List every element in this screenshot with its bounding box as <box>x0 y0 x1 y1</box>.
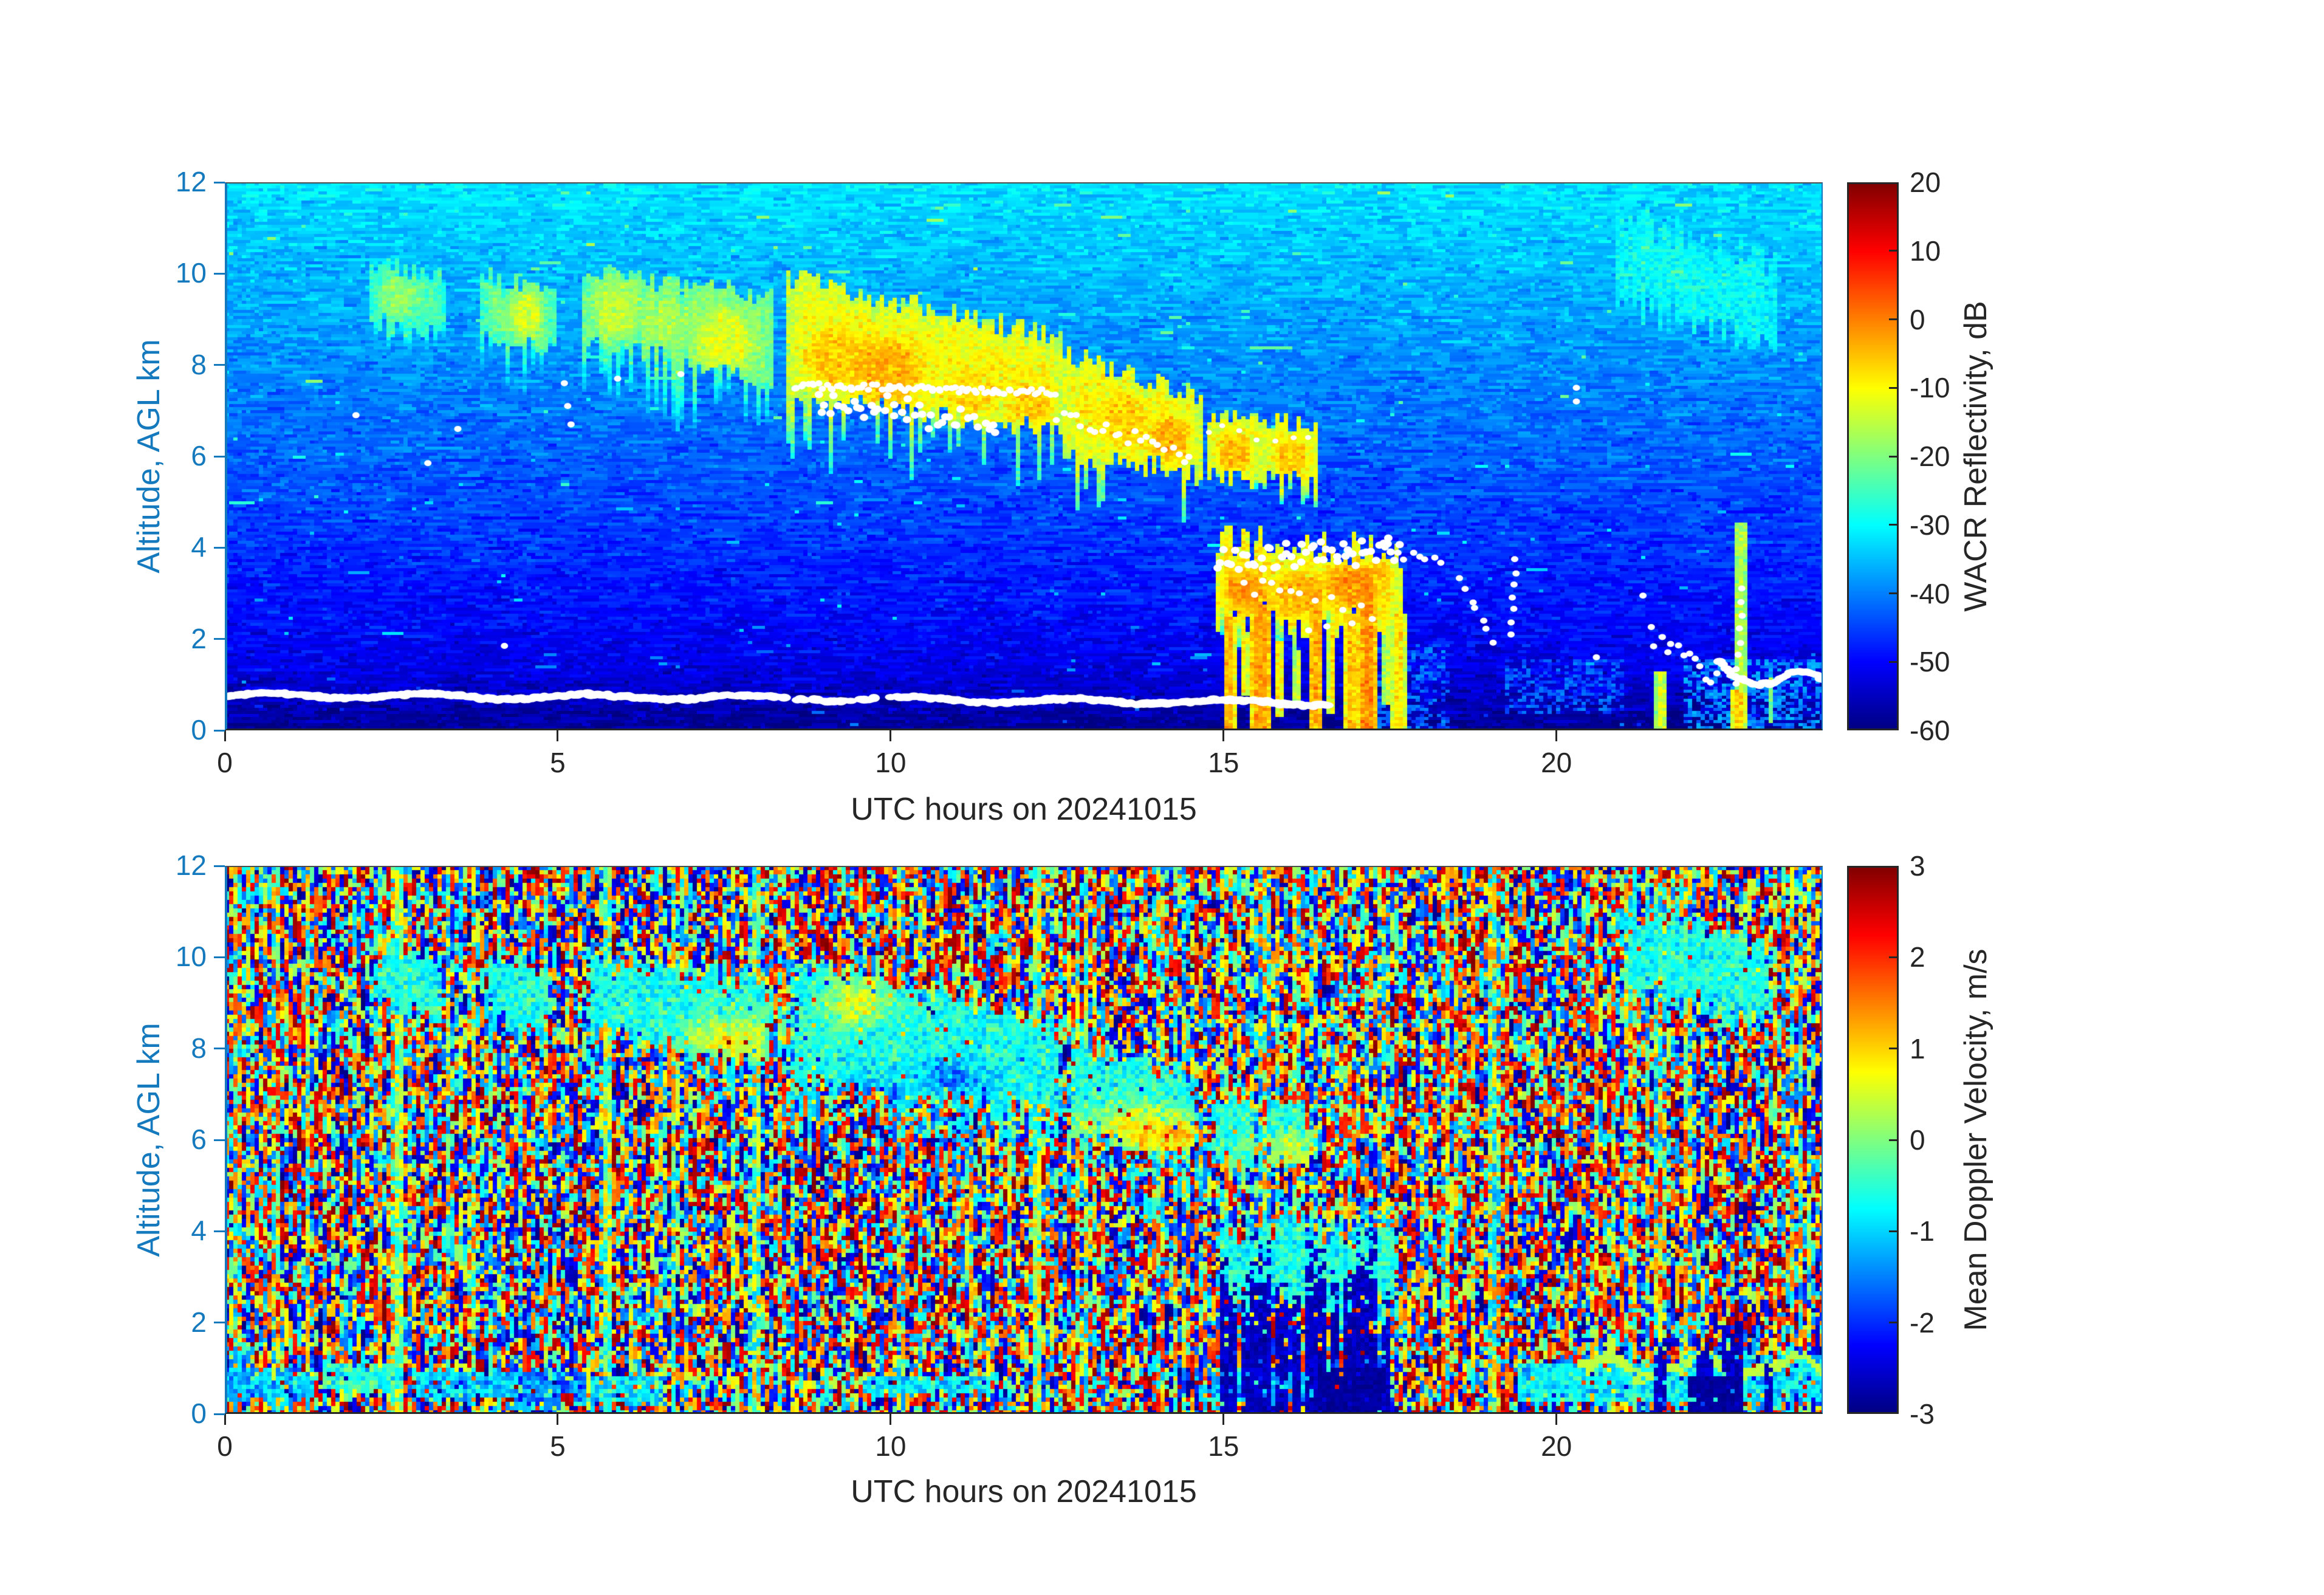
y-tick-mark <box>214 729 225 732</box>
colorbar-tick-mark <box>1889 1139 1899 1141</box>
y-tick-label: 2 <box>191 622 207 654</box>
y-tick-label: 12 <box>175 849 207 881</box>
x-tick-mark <box>557 730 559 741</box>
x-tick-mark <box>557 1414 559 1425</box>
x-tick-label: 10 <box>875 747 907 778</box>
y-tick-label: 0 <box>191 714 207 746</box>
colorbar-tick-mark <box>1889 318 1899 320</box>
colorbar-tick-mark <box>1889 660 1899 663</box>
colorbar-tick-mark <box>1889 592 1899 594</box>
y-tick-mark <box>214 455 225 458</box>
colorbar-tick-label: 0 <box>1910 303 1925 335</box>
colorbar-tick-mark <box>1889 956 1899 958</box>
colorbar-tick-label: -3 <box>1910 1398 1935 1430</box>
y-tick-label: 8 <box>191 348 207 380</box>
y-tick-label: 10 <box>175 941 207 973</box>
x-tick-mark <box>1555 1414 1558 1425</box>
colorbar-tick-label: -10 <box>1910 372 1950 404</box>
x-tick-label: 5 <box>550 747 566 778</box>
colorbar-tick-label: 2 <box>1910 941 1925 973</box>
y-tick-label: 4 <box>191 1215 207 1247</box>
reflectivity-x-axis-label: UTC hours on 20241015 <box>851 792 1197 827</box>
y-tick-mark <box>214 1230 225 1232</box>
x-tick-mark <box>1555 730 1558 741</box>
x-tick-mark <box>1222 1414 1225 1425</box>
colorbar-tick-label: -30 <box>1910 509 1950 541</box>
y-tick-label: 2 <box>191 1306 207 1338</box>
y-tick-mark <box>214 1322 225 1324</box>
y-tick-mark <box>214 546 225 549</box>
colorbar-tick-label: -20 <box>1910 441 1950 472</box>
x-tick-label: 15 <box>1208 747 1239 778</box>
y-tick-label: 12 <box>175 166 207 197</box>
x-tick-label: 0 <box>217 747 233 778</box>
x-tick-mark <box>224 1414 226 1425</box>
y-tick-label: 6 <box>191 440 207 472</box>
x-tick-label: 5 <box>550 1430 566 1462</box>
colorbar-tick-label: 1 <box>1910 1032 1925 1065</box>
colorbar-tick-mark <box>1889 1322 1899 1324</box>
colorbar-tick-label: -60 <box>1910 715 1950 746</box>
y-tick-mark <box>214 272 225 275</box>
colorbar-tick-label: 0 <box>1910 1124 1925 1156</box>
colorbar-tick-mark <box>1889 1048 1899 1050</box>
y-tick-mark <box>214 956 225 958</box>
colorbar-tick-label: 10 <box>1910 235 1941 267</box>
y-tick-mark <box>214 865 225 867</box>
x-tick-mark <box>889 730 892 741</box>
y-tick-mark <box>214 1139 225 1141</box>
colorbar-tick-label: -1 <box>1910 1215 1935 1247</box>
x-tick-mark <box>1222 730 1225 741</box>
velocity-heatmap <box>225 866 1823 1414</box>
x-tick-mark <box>889 1414 892 1425</box>
colorbar-tick-label: -50 <box>1910 646 1950 678</box>
colorbar-tick-mark <box>1889 386 1899 389</box>
colorbar-tick-label: -2 <box>1910 1306 1935 1339</box>
y-tick-mark <box>214 1413 225 1415</box>
colorbar-tick-mark <box>1889 250 1899 252</box>
x-tick-label: 10 <box>875 1430 907 1462</box>
y-tick-label: 0 <box>191 1398 207 1429</box>
x-tick-label: 20 <box>1541 1430 1572 1462</box>
x-tick-mark <box>224 730 226 741</box>
y-tick-label: 10 <box>175 257 207 289</box>
colorbar-tick-label: 3 <box>1910 850 1925 882</box>
colorbar-tick-mark <box>1889 1230 1899 1232</box>
colorbar-tick-mark <box>1889 455 1899 458</box>
y-tick-mark <box>214 638 225 640</box>
velocity-x-axis-label: UTC hours on 20241015 <box>851 1474 1197 1509</box>
y-tick-mark <box>214 364 225 366</box>
x-tick-label: 20 <box>1541 747 1572 778</box>
y-tick-mark <box>214 1048 225 1050</box>
colorbar-tick-mark <box>1889 524 1899 526</box>
y-tick-mark <box>214 181 225 184</box>
y-tick-label: 6 <box>191 1123 207 1155</box>
x-tick-label: 15 <box>1208 1430 1239 1462</box>
colorbar-tick-label: 20 <box>1910 166 1941 198</box>
reflectivity-heatmap <box>225 182 1823 730</box>
colorbar-tick-label: -40 <box>1910 577 1950 609</box>
y-tick-label: 4 <box>191 531 207 563</box>
y-tick-label: 8 <box>191 1032 207 1064</box>
x-tick-label: 0 <box>217 1430 233 1462</box>
